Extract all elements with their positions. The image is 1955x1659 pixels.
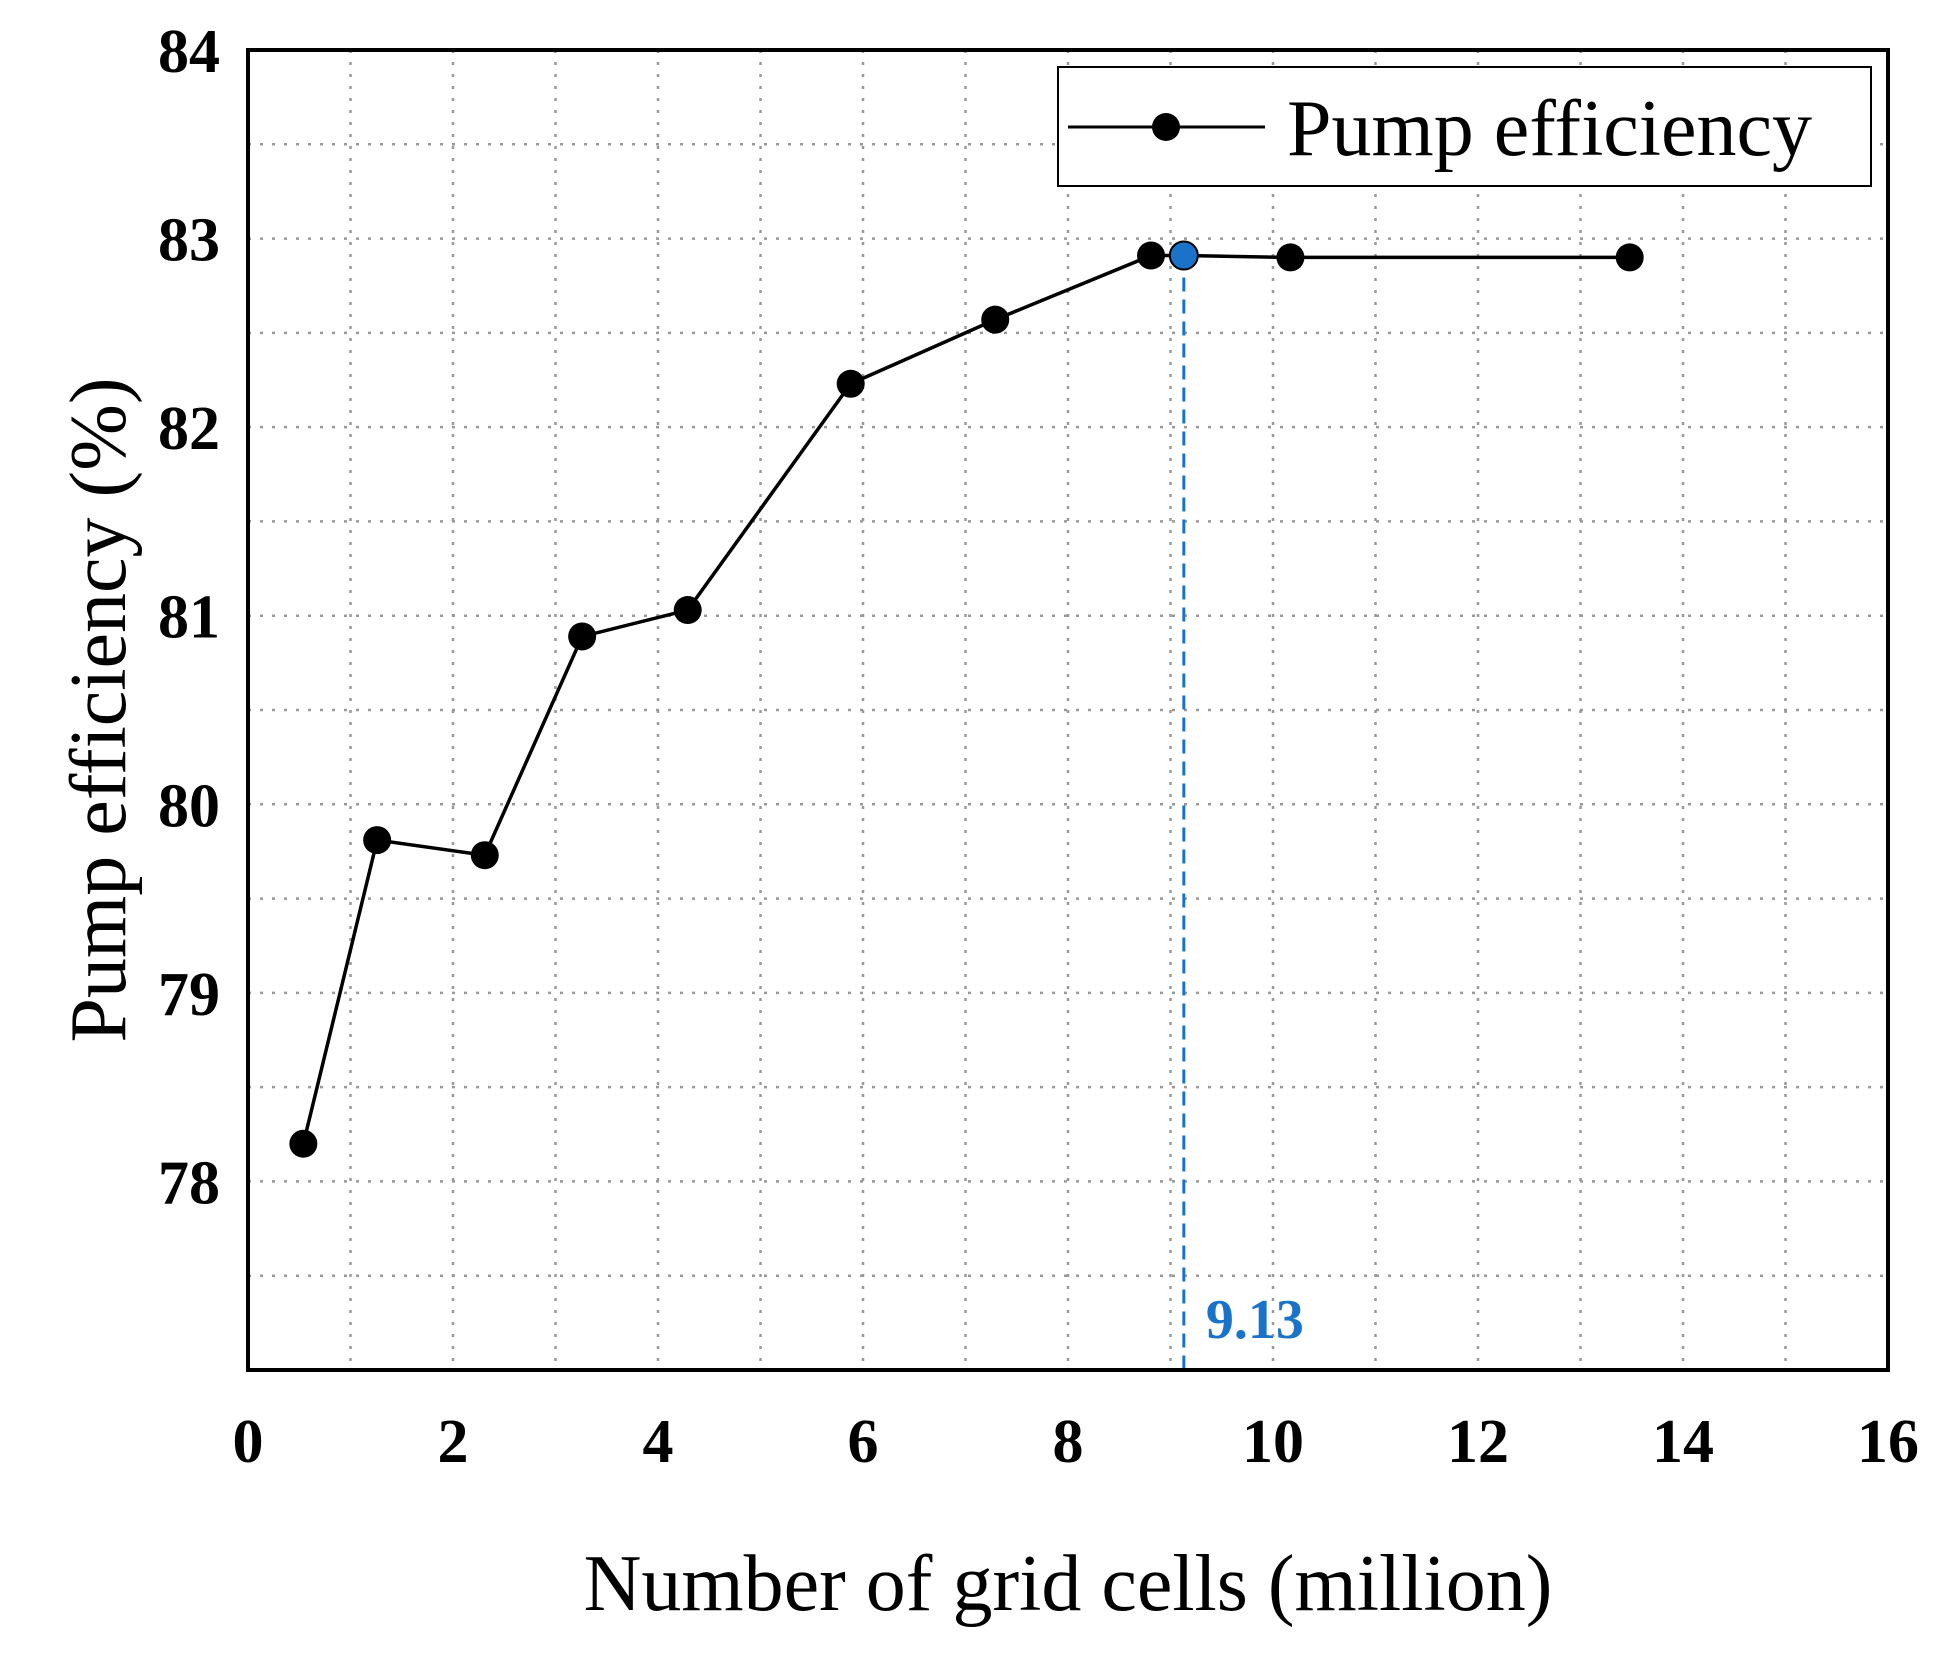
y-axis-label: Pump efficiency (%) xyxy=(55,378,143,1043)
x-tick-label: 4 xyxy=(643,1408,674,1476)
y-tick-label: 78 xyxy=(158,1149,220,1217)
data-point xyxy=(363,826,392,855)
highlight-marker: 9.13 xyxy=(1182,255,1304,1370)
highlight-point xyxy=(1168,240,1199,271)
y-ticks: 78 79 80 81 82 83 84 xyxy=(158,18,220,1217)
y-tick-label: 84 xyxy=(158,18,220,86)
legend-marker xyxy=(1152,113,1180,141)
data-point xyxy=(568,622,597,651)
y-tick-label: 83 xyxy=(158,207,220,275)
y-tick-label: 82 xyxy=(158,395,220,463)
x-tick-label: 2 xyxy=(438,1408,469,1476)
x-tick-label: 6 xyxy=(848,1408,879,1476)
plot-frame xyxy=(246,48,1890,1372)
x-tick-label: 12 xyxy=(1447,1408,1509,1476)
y-tick-label: 79 xyxy=(158,961,220,1029)
data-point xyxy=(470,841,499,870)
data-point xyxy=(673,596,702,625)
highlight-label: 9.13 xyxy=(1206,1289,1304,1351)
x-ticks: 0 2 4 6 8 10 12 14 16 xyxy=(233,1408,1920,1476)
legend: Pump efficiency xyxy=(1057,66,1872,187)
data-point xyxy=(1615,243,1644,272)
data-point xyxy=(836,369,865,398)
x-axis-label: Number of grid cells (million) xyxy=(584,1540,1553,1628)
data-point xyxy=(1137,241,1166,270)
x-tick-label: 0 xyxy=(233,1408,264,1476)
x-tick-label: 14 xyxy=(1652,1408,1714,1476)
data-point xyxy=(289,1129,318,1158)
x-tick-label: 10 xyxy=(1242,1408,1304,1476)
grid xyxy=(248,50,1888,1370)
series xyxy=(289,240,1644,1158)
x-tick-label: 16 xyxy=(1857,1408,1919,1476)
x-tick-label: 8 xyxy=(1053,1408,1084,1476)
data-point xyxy=(981,305,1010,334)
legend-label: Pump efficiency xyxy=(1287,85,1812,173)
y-tick-label: 80 xyxy=(158,772,220,840)
y-tick-label: 81 xyxy=(158,584,220,652)
data-point xyxy=(1276,243,1305,272)
